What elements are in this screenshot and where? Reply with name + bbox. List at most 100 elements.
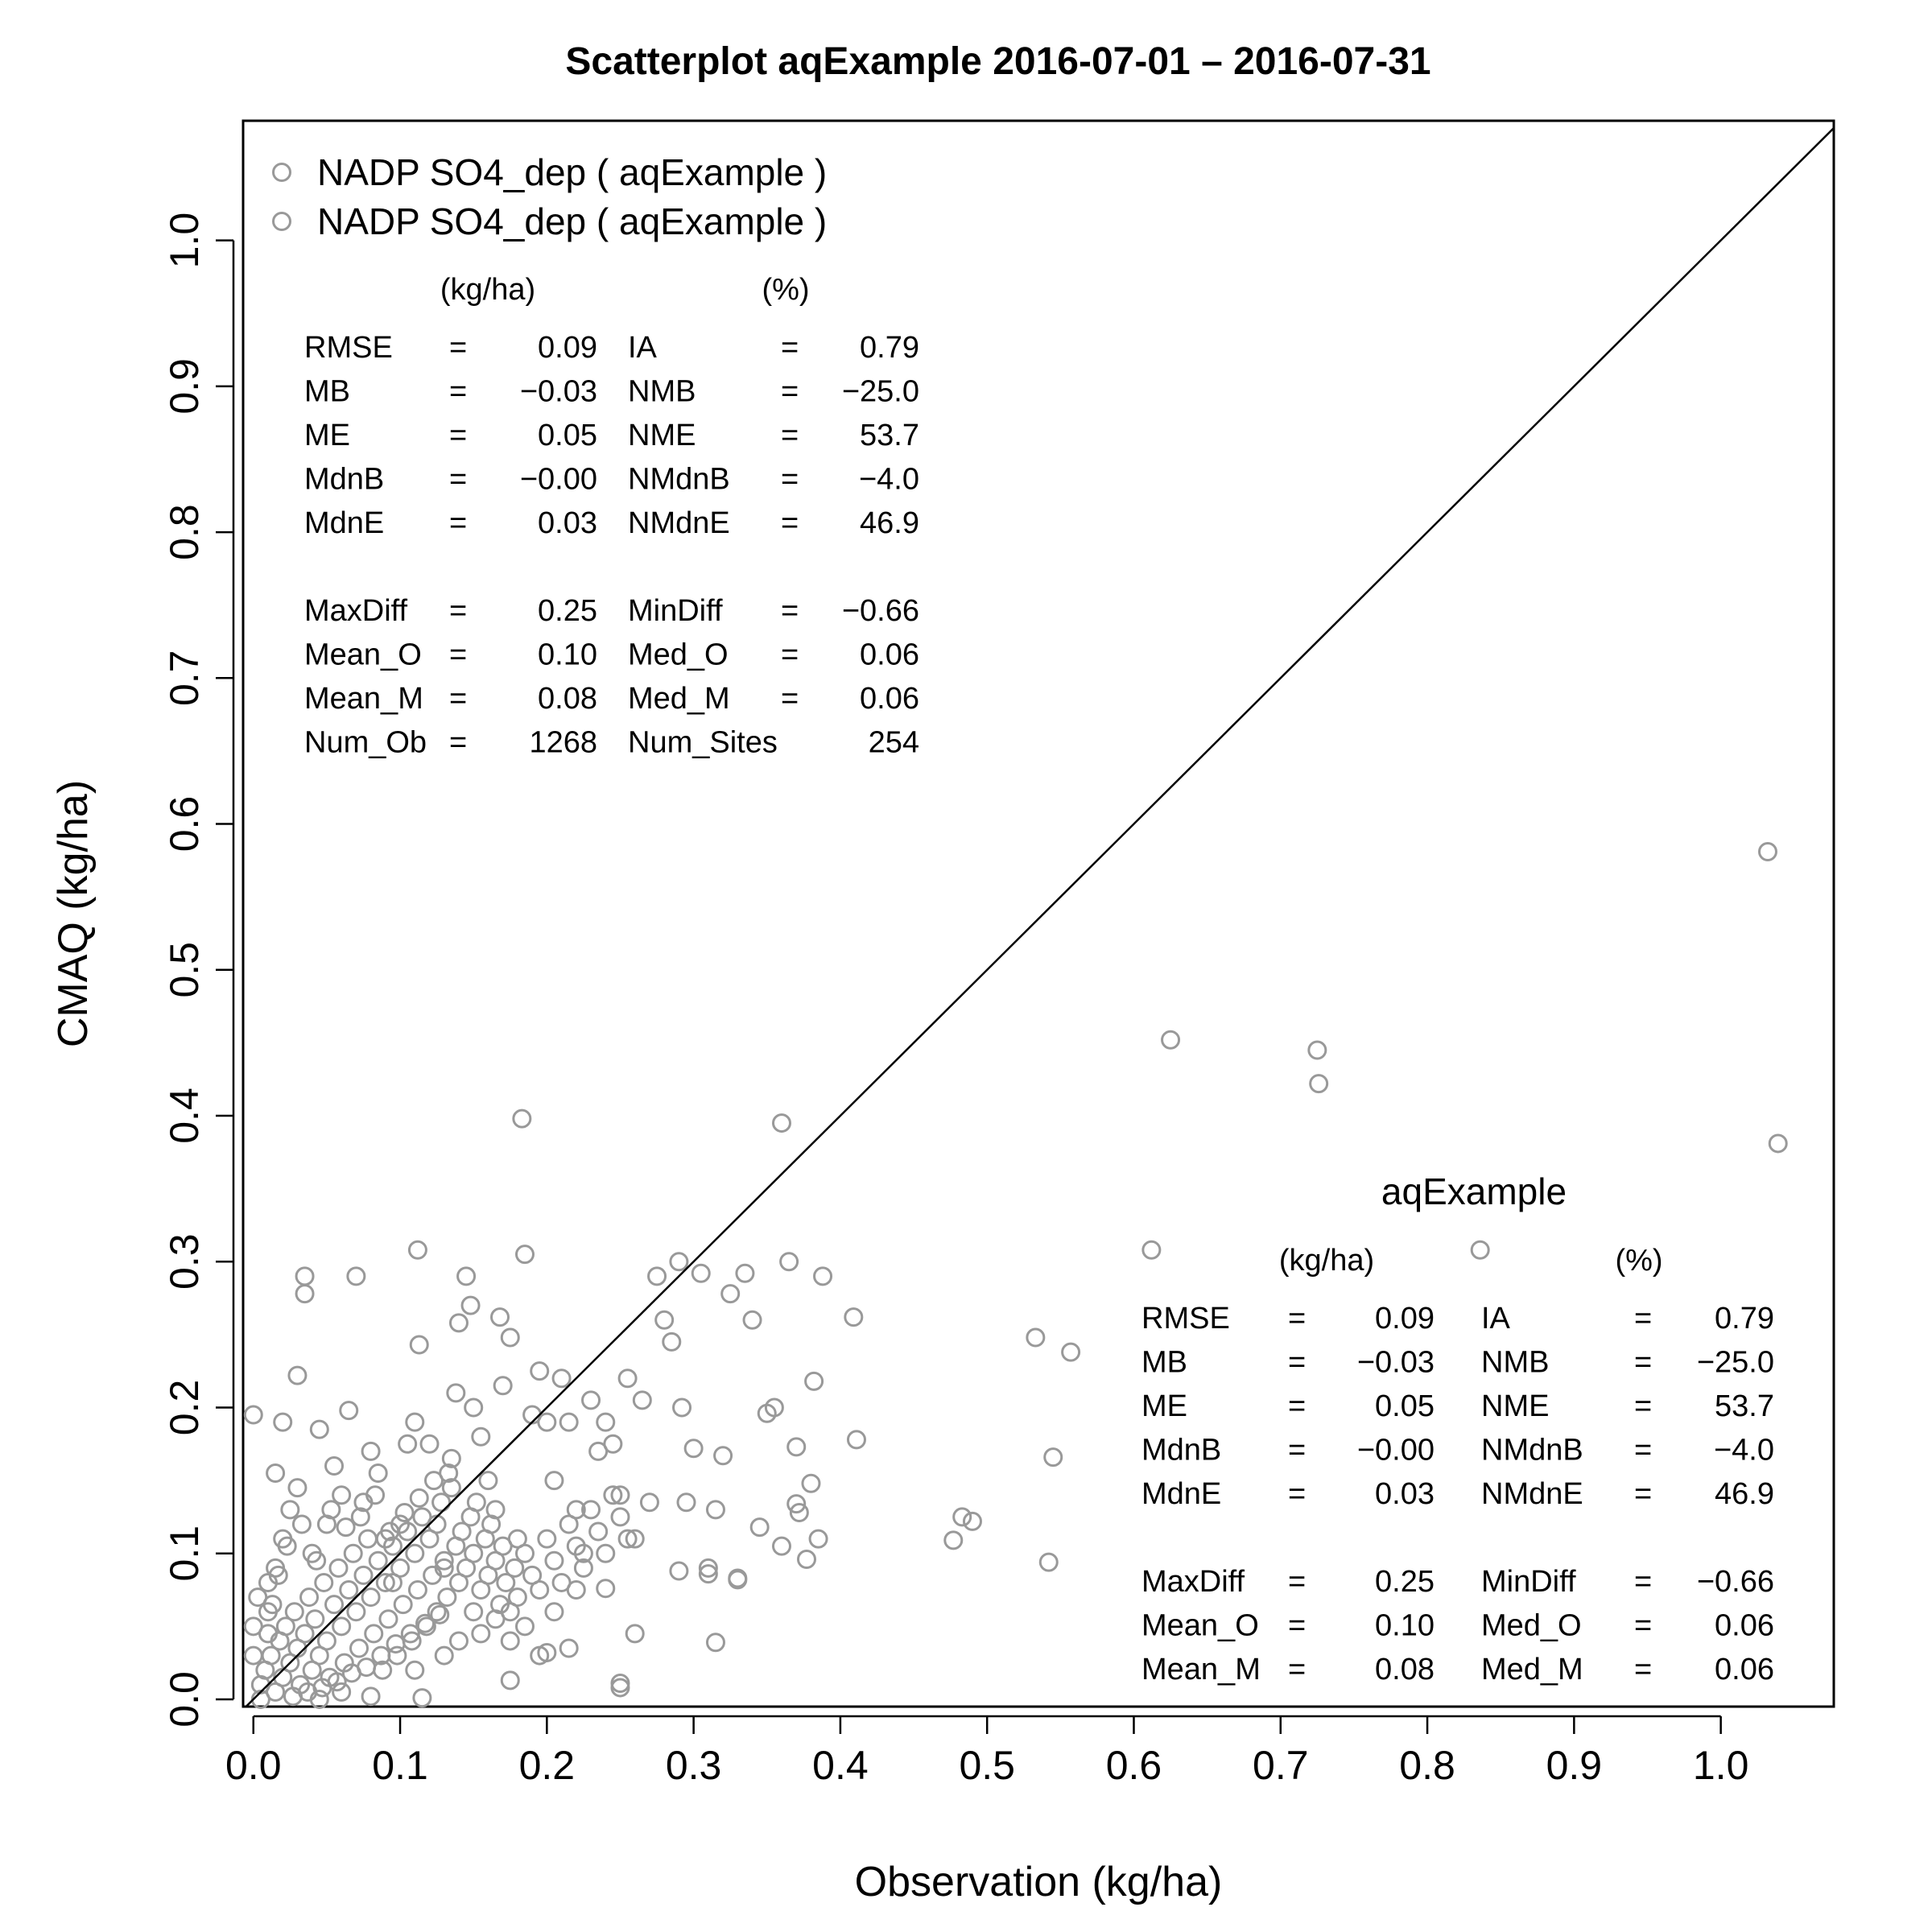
y-axis: 0.0 0.1 0.2 0.3 0.4 0.5 0.6 0.7 0.8 0.9 1.0 — [162, 213, 235, 1728]
scatter-point — [581, 1500, 601, 1520]
scatter-point — [464, 1397, 484, 1418]
stats-cell: −0.00 — [520, 463, 597, 497]
stats-cell: RMSE — [1141, 1302, 1230, 1335]
scatter-point — [346, 1602, 366, 1622]
scatter-point — [405, 1543, 425, 1563]
scatter-point — [434, 1645, 454, 1666]
stats-cell: MdnB — [304, 463, 384, 497]
stats-cell: −25.0 — [1697, 1346, 1774, 1380]
stats-cell: 254 — [869, 726, 919, 760]
stats-cell: = — [1288, 1653, 1306, 1686]
scatter-point — [617, 1529, 638, 1549]
scatter-point — [559, 1514, 579, 1534]
scatter-point — [771, 1536, 791, 1556]
scatter-point — [291, 1514, 312, 1534]
x-tick-label: 0.5 — [959, 1743, 1015, 1788]
scatter-point — [262, 1595, 283, 1615]
scatter-point — [324, 1595, 345, 1615]
scatter-point — [1470, 1240, 1490, 1260]
scatter-point — [544, 1550, 564, 1571]
y-tick-label: 0.2 — [162, 1380, 207, 1436]
stats-cell: 46.9 — [860, 506, 919, 540]
x-tick-label: 0.2 — [519, 1743, 576, 1788]
scatter-point — [305, 1609, 325, 1629]
stats-cell: NMdnB — [628, 463, 730, 497]
scatter-point — [1768, 1133, 1788, 1154]
scatter-point — [393, 1595, 413, 1615]
scatter-point — [1309, 1074, 1329, 1094]
scatter-point — [588, 1521, 609, 1542]
scatter-point — [314, 1572, 334, 1592]
scatter-point — [307, 1550, 327, 1571]
y-tick-label: 0.8 — [162, 504, 207, 560]
y-tick-label: 0.7 — [162, 650, 207, 707]
stats-cell: = — [781, 331, 799, 365]
stats-cell: Num_Sites — [628, 726, 778, 760]
stats-unit-header: (kg/ha) — [440, 273, 535, 307]
scatter-point — [353, 1565, 374, 1585]
scatter-point — [846, 1430, 866, 1450]
stats-unit-header: (%) — [762, 273, 809, 307]
stats-cell: 0.79 — [860, 331, 919, 365]
scatter-point — [813, 1266, 833, 1286]
scatter-point — [1141, 1240, 1162, 1260]
scatter-point — [407, 1580, 427, 1600]
stats-cell: NME — [1481, 1389, 1549, 1423]
stats-cell: Med_O — [628, 638, 729, 672]
stats-cell: = — [1288, 1389, 1306, 1423]
scatter-point — [273, 1412, 293, 1432]
scatter-point — [439, 1463, 459, 1484]
scatter-point — [394, 1502, 415, 1522]
scatter-point — [328, 1558, 349, 1578]
scatter-point — [349, 1638, 369, 1658]
stats-cell: MdnE — [1141, 1477, 1221, 1511]
scatter-point — [537, 1412, 557, 1432]
x-tick-label: 0.4 — [812, 1743, 869, 1788]
scatter-point — [544, 1471, 564, 1491]
scatter-point — [464, 1543, 484, 1563]
scatter-point — [705, 1633, 725, 1653]
scatter-point — [1161, 1030, 1181, 1050]
scatter-point — [332, 1616, 352, 1637]
scatter-point — [507, 1587, 527, 1608]
stats-cell: NMB — [628, 375, 696, 409]
scatter-point — [505, 1558, 525, 1578]
scatter-point — [566, 1536, 586, 1556]
x-tick-label: 0.0 — [225, 1743, 282, 1788]
scatter-point — [446, 1383, 466, 1403]
y-tick-label: 0.9 — [162, 358, 207, 415]
scatter-point — [378, 1609, 398, 1629]
stats-unit-header: (%) — [1615, 1244, 1662, 1278]
stats-cell: MaxDiff — [304, 594, 408, 628]
scatter-point — [493, 1536, 513, 1556]
scatter-point — [1307, 1040, 1327, 1060]
stats-cell: IA — [628, 331, 658, 365]
scatter-point — [456, 1266, 477, 1286]
stats-cell: = — [1288, 1565, 1306, 1599]
scatter-point — [551, 1368, 572, 1389]
scatter-point — [530, 1361, 550, 1381]
scatter-point — [1061, 1342, 1081, 1362]
scatter-point — [669, 1252, 689, 1272]
stats-cell: = — [1288, 1302, 1306, 1335]
y-tick-label: 1.0 — [162, 213, 207, 269]
stats-unit-header: (kg/ha) — [1279, 1244, 1374, 1278]
stats-cell: = — [449, 463, 467, 497]
stats-cell: = — [781, 594, 799, 628]
stats-cell: ME — [304, 419, 350, 452]
scatter-point — [287, 1365, 308, 1385]
stats-cell: 0.06 — [860, 682, 919, 716]
stats-cell: −4.0 — [859, 463, 919, 497]
scatter-point — [350, 1507, 370, 1527]
scatter-point — [844, 1307, 864, 1327]
scatter-point — [409, 1488, 429, 1508]
scatter-point — [698, 1564, 718, 1584]
scatter-point — [669, 1561, 689, 1581]
scatter-point — [361, 1587, 381, 1608]
stats-table-top-left: (kg/ha) (%) RMSE = 0.09 IA = 0.79 MB = −0.03 NMB = −2… — [304, 273, 919, 760]
stats-cell: = — [449, 682, 467, 716]
stats-cell: 1268 — [529, 726, 597, 760]
x-axis: 0.0 0.1 0.2 0.3 0.4 0.5 0.6 0.7 0.8 0.9 1.0 — [225, 1715, 1748, 1788]
scatter-point — [441, 1448, 461, 1468]
stats-cell: = — [449, 726, 467, 760]
